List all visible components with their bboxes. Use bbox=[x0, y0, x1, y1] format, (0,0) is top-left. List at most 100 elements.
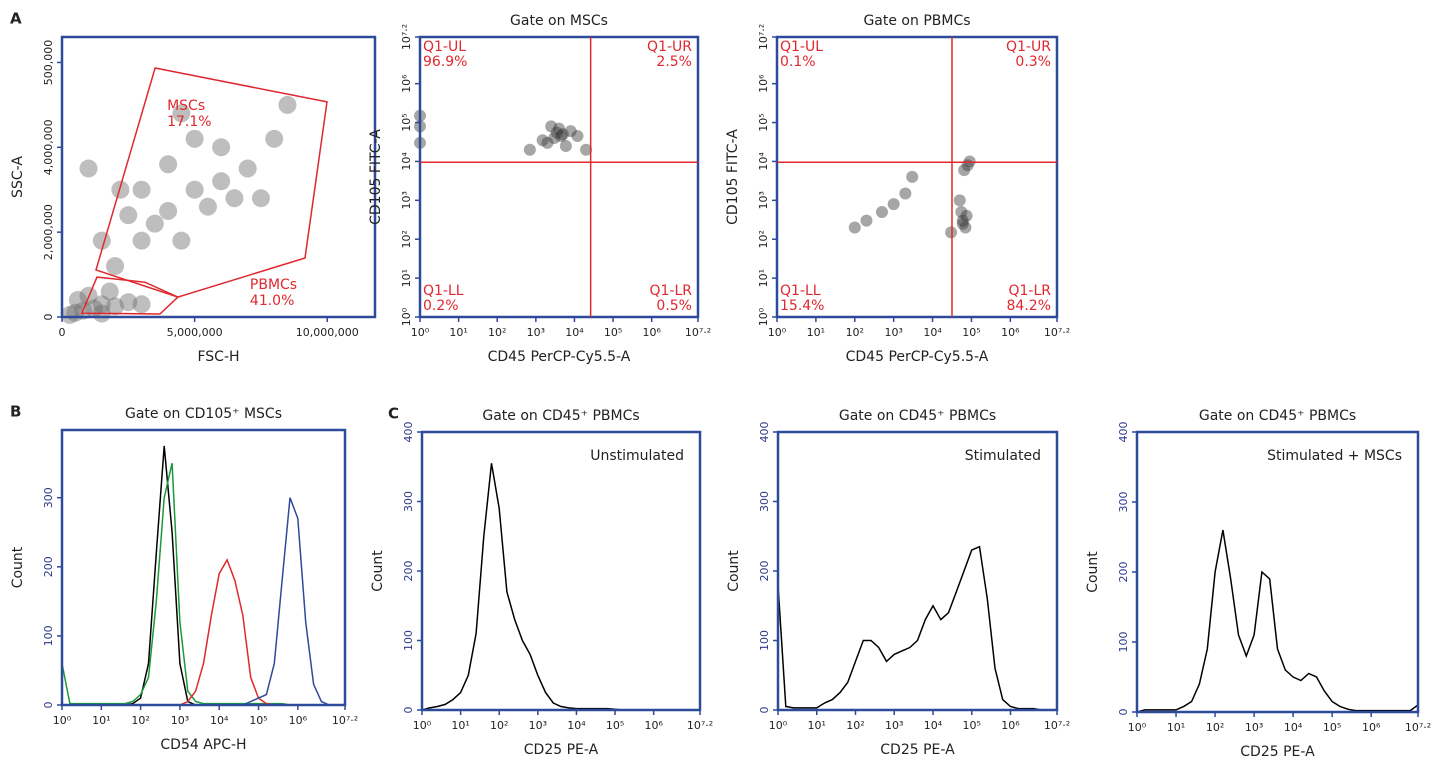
quadrant-name: Q1-LL bbox=[423, 283, 464, 299]
x-tick-label: 10² bbox=[1206, 721, 1224, 734]
gate-polygon bbox=[95, 67, 328, 298]
histogram-line bbox=[62, 497, 345, 706]
quadrant-name: Q1-LL bbox=[780, 283, 821, 299]
gate-percent: 17.1% bbox=[167, 114, 211, 130]
quadrant-name: Q1-UR bbox=[647, 39, 692, 55]
event-point bbox=[848, 221, 861, 234]
y-tick-label: 10⁷·² bbox=[400, 24, 413, 50]
x-tick-label: 10¹ bbox=[808, 719, 826, 732]
quadrant-name: Q1-LR bbox=[1008, 283, 1051, 299]
x-tick-label: 10¹ bbox=[92, 714, 110, 727]
x-tick-label: 10⁶ bbox=[1001, 719, 1020, 732]
plot-frame bbox=[775, 35, 1059, 319]
y-tick-label: 0 bbox=[758, 707, 771, 714]
quadrant-name: Q1-UL bbox=[780, 39, 823, 55]
y-tick-label: 10⁵ bbox=[757, 113, 770, 131]
quadrant-percent: 0.2% bbox=[423, 298, 459, 314]
y-axis-label: CD105 FITC-A bbox=[368, 129, 384, 225]
event-point bbox=[159, 201, 178, 220]
event-point bbox=[550, 126, 563, 139]
event-point bbox=[536, 134, 549, 147]
x-tick-label: 10³ bbox=[527, 326, 545, 339]
chart-title: Gate on CD45⁺ PBMCs bbox=[482, 408, 639, 424]
event-point bbox=[172, 104, 191, 123]
event-point bbox=[580, 143, 593, 156]
y-tick-label: 300 bbox=[402, 491, 415, 512]
event-point bbox=[185, 129, 204, 148]
x-axis-label: CD54 APC-H bbox=[160, 737, 246, 753]
quadrant-percent: 2.5% bbox=[656, 54, 692, 70]
y-tick-label: 10⁵ bbox=[400, 113, 413, 131]
annotation: Stimulated bbox=[965, 448, 1041, 464]
y-axis-label: CD105 FITC-A bbox=[725, 129, 741, 225]
event-point bbox=[875, 206, 888, 219]
x-tick-label: 10⁵ bbox=[606, 719, 624, 732]
x-tick-label: 10⁵ bbox=[1323, 721, 1341, 734]
event-point bbox=[956, 217, 969, 230]
y-tick-label: 10³ bbox=[400, 191, 413, 209]
event-point bbox=[963, 155, 976, 168]
event-point bbox=[185, 180, 204, 199]
event-point bbox=[887, 198, 900, 211]
gate-name: PBMCs bbox=[250, 277, 297, 293]
x-tick-label: 10¹ bbox=[451, 719, 469, 732]
event-point bbox=[523, 143, 536, 156]
gate-name: MSCs bbox=[167, 98, 205, 114]
event-point bbox=[198, 197, 217, 216]
x-tick-label: 0 bbox=[59, 326, 66, 339]
event-point bbox=[945, 226, 958, 239]
y-tick-label: 100 bbox=[402, 630, 415, 651]
x-tick-label: 10⁶ bbox=[644, 719, 663, 732]
x-tick-label: 10⁷·² bbox=[1044, 719, 1070, 732]
event-point bbox=[960, 209, 973, 222]
y-tick-label: 100 bbox=[42, 625, 55, 646]
y-axis-label: Count bbox=[726, 550, 742, 592]
x-tick-label: 10³ bbox=[171, 714, 189, 727]
event-point bbox=[172, 231, 191, 250]
x-tick-label: 10³ bbox=[884, 326, 902, 339]
gate-percent: 41.0% bbox=[250, 293, 294, 309]
chart-title: Gate on CD45⁺ PBMCs bbox=[839, 408, 996, 424]
plot-frame bbox=[418, 35, 700, 319]
quadrant-percent: 84.2% bbox=[1007, 298, 1051, 314]
x-tick-label: 10⁰ bbox=[768, 326, 787, 339]
quadrant-percent: 0.1% bbox=[780, 54, 816, 70]
x-tick-label: 10² bbox=[846, 719, 864, 732]
y-tick-label: 10² bbox=[400, 230, 413, 248]
y-axis-label: Count bbox=[10, 546, 26, 588]
x-tick-label: 10⁶ bbox=[289, 714, 308, 727]
x-tick-label: 10⁴ bbox=[565, 326, 584, 339]
event-point bbox=[906, 170, 919, 183]
x-tick-label: 10¹ bbox=[807, 326, 825, 339]
y-tick-label: 100 bbox=[758, 630, 771, 651]
event-point bbox=[899, 187, 912, 200]
event-point bbox=[251, 189, 270, 208]
y-tick-label: 4,000,000 bbox=[42, 119, 55, 175]
event-point bbox=[953, 194, 966, 207]
x-tick-label: 10² bbox=[490, 719, 508, 732]
y-tick-label: 200 bbox=[42, 556, 55, 577]
x-tick-label: 10² bbox=[131, 714, 149, 727]
y-tick-label: 0 bbox=[402, 707, 415, 714]
x-axis-label: CD45 PerCP-Cy5.5-A bbox=[488, 349, 631, 365]
y-tick-label: 400 bbox=[758, 422, 771, 443]
event-point bbox=[92, 295, 111, 314]
x-tick-label: 10⁷·² bbox=[1405, 721, 1431, 734]
panel-label: A bbox=[10, 10, 22, 28]
quadrant-name: Q1-LR bbox=[649, 283, 692, 299]
y-tick-label: 400 bbox=[1117, 422, 1130, 443]
plot-frame bbox=[776, 430, 1059, 712]
x-axis-label: CD25 PE-A bbox=[1240, 744, 1315, 760]
y-tick-label: 10⁰ bbox=[400, 307, 413, 326]
y-tick-label: 10⁷·² bbox=[757, 24, 770, 50]
event-point bbox=[212, 172, 231, 191]
x-tick-label: 10⁷·² bbox=[685, 326, 711, 339]
panel-label: B bbox=[10, 403, 21, 421]
event-point bbox=[106, 297, 125, 316]
x-tick-label: 10⁶ bbox=[1001, 326, 1020, 339]
y-tick-label: 10¹ bbox=[400, 269, 413, 287]
event-point bbox=[79, 159, 98, 178]
y-tick-label: 10² bbox=[757, 230, 770, 248]
x-tick-label: 10¹ bbox=[1167, 721, 1185, 734]
